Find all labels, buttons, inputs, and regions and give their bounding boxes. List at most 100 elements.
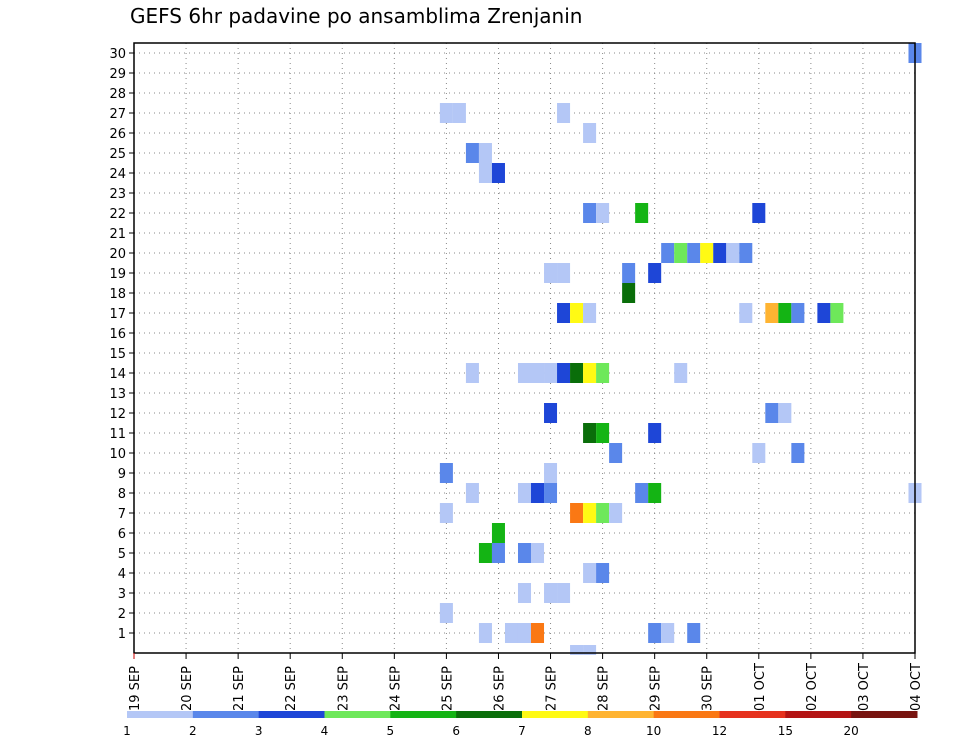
legend-label: 10	[646, 724, 661, 738]
legend-label: 1	[123, 724, 131, 738]
data-cell	[752, 443, 766, 463]
data-cell	[596, 363, 610, 383]
data-cell	[596, 563, 610, 583]
data-cell	[478, 543, 492, 563]
legend-swatch	[192, 711, 260, 718]
legend-label: 2	[189, 724, 197, 738]
plot-frame	[133, 42, 916, 654]
data-cell	[439, 463, 453, 483]
y-tick-label: 18	[109, 287, 126, 302]
data-cell	[778, 303, 792, 323]
legend-swatch	[653, 711, 720, 718]
data-cell	[557, 103, 571, 123]
data-cell	[544, 583, 558, 603]
data-cell	[570, 645, 584, 655]
data-cell	[661, 623, 675, 643]
y-tick-label: 27	[109, 107, 126, 122]
data-cell	[609, 443, 623, 463]
data-cell	[557, 363, 571, 383]
legend-label: 8	[584, 724, 592, 738]
x-tick-label: 23 SEP	[336, 666, 351, 711]
data-cell	[622, 283, 636, 303]
data-cell	[752, 203, 766, 223]
legend-swatch	[456, 711, 523, 718]
data-cell	[583, 645, 597, 655]
legend-swatch	[785, 711, 852, 718]
data-cell	[648, 483, 662, 503]
data-cell	[478, 623, 492, 643]
data-cell	[596, 203, 610, 223]
data-cell	[544, 463, 558, 483]
data-cell	[583, 303, 597, 323]
y-tick-label: 17	[109, 307, 126, 322]
data-cell	[778, 403, 792, 423]
legend-label: 20	[844, 724, 859, 738]
data-cell	[791, 443, 805, 463]
data-cell	[517, 583, 532, 603]
data-cell	[700, 243, 714, 263]
y-tick-label: 12	[109, 407, 126, 422]
x-tick-label: 28 SEP	[597, 666, 612, 711]
x-tick-label: 27 SEP	[545, 666, 560, 711]
data-cell	[517, 623, 532, 643]
x-tick-label: 02 OCT	[805, 663, 820, 711]
legend-swatch	[522, 711, 589, 718]
legend-label: 5	[387, 724, 395, 738]
data-cell	[583, 203, 597, 223]
data-cell	[596, 503, 610, 523]
legend-swatch	[390, 711, 457, 718]
x-tick-label: 20 SEP	[180, 666, 195, 711]
y-tick-label: 8	[118, 487, 126, 502]
y-tick-label: 11	[109, 427, 126, 442]
x-tick-label: 26 SEP	[492, 666, 507, 711]
data-cell	[570, 363, 584, 383]
data-cell	[648, 623, 662, 643]
y-tick-label: 3	[118, 587, 126, 602]
x-tick-label: 21 SEP	[232, 666, 247, 711]
y-tick-label: 24	[109, 167, 126, 182]
x-tick-label: 03 OCT	[857, 663, 872, 711]
data-cell	[687, 623, 701, 643]
y-tick-label: 29	[109, 67, 126, 82]
data-cell	[596, 423, 610, 443]
y-tick-label: 23	[109, 187, 126, 202]
data-cell	[465, 483, 479, 503]
data-cell	[687, 243, 701, 263]
y-tick-label: 7	[118, 507, 126, 522]
data-cell	[478, 163, 492, 183]
data-cell	[739, 303, 753, 323]
y-tick-label: 16	[109, 327, 126, 342]
y-tick-label: 14	[109, 367, 126, 382]
data-cell	[648, 423, 662, 443]
legend-swatch	[587, 711, 655, 718]
data-cell	[465, 143, 479, 163]
y-tick-label: 2	[118, 607, 126, 622]
data-cell	[583, 363, 597, 383]
data-cell	[674, 243, 688, 263]
data-cell	[544, 263, 558, 283]
legend-swatch	[719, 711, 786, 718]
y-tick-label: 4	[118, 567, 126, 582]
y-tick-label: 6	[118, 527, 126, 542]
data-cell	[817, 303, 831, 323]
data-cell	[517, 543, 532, 563]
data-cell	[635, 483, 649, 503]
y-tick-label: 20	[109, 247, 126, 262]
legend-swatch	[258, 711, 325, 718]
data-cell	[765, 403, 779, 423]
legend-swatch	[127, 711, 194, 718]
data-cell	[452, 103, 466, 123]
data-cell	[439, 503, 453, 523]
data-cell	[504, 623, 518, 643]
chart-title: GEFS 6hr padavine po ansamblima Zrenjani…	[130, 4, 583, 28]
data-cell	[531, 543, 545, 563]
x-tick-label: 01 OCT	[753, 663, 768, 711]
data-cell	[622, 263, 636, 283]
legend-label: 15	[778, 724, 793, 738]
legend-swatch	[324, 711, 391, 718]
data-cell	[465, 363, 479, 383]
data-cell	[439, 103, 453, 123]
data-cell	[674, 363, 688, 383]
data-cell	[491, 163, 505, 183]
